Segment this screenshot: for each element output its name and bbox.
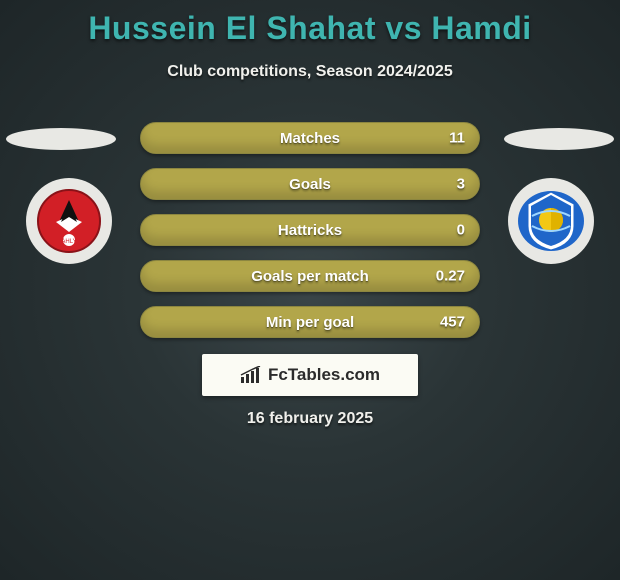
chart-icon (240, 366, 262, 384)
club-badge-right (508, 178, 594, 264)
stat-value: 11 (449, 130, 465, 147)
page-title: Hussein El Shahat vs Hamdi (0, 0, 620, 47)
stat-label: Goals (289, 176, 331, 193)
stat-row: Hattricks 0 (140, 214, 480, 246)
svg-text:AHLY: AHLY (61, 239, 76, 245)
stat-value: 457 (440, 314, 465, 331)
stat-label: Min per goal (266, 314, 354, 331)
stat-label: Hattricks (278, 222, 342, 239)
club-badge-left: AHLY (26, 178, 112, 264)
stat-value: 0 (457, 222, 465, 239)
player-marker-right (504, 128, 614, 150)
date-text: 16 february 2025 (0, 410, 620, 428)
stat-label: Goals per match (251, 268, 369, 285)
al-ahly-crest-icon: AHLY (36, 188, 102, 254)
stats-container: Matches 11 Goals 3 Hattricks 0 Goals per match… (140, 122, 480, 352)
stat-row: Matches 11 (140, 122, 480, 154)
brand-text: FcTables.com (268, 365, 380, 385)
stat-row: Goals 3 (140, 168, 480, 200)
stat-row: Goals per match 0.27 (140, 260, 480, 292)
player-marker-left (6, 128, 116, 150)
ismaily-crest-icon (516, 186, 586, 256)
stat-value: 3 (457, 176, 465, 193)
stat-row: Min per goal 457 (140, 306, 480, 338)
page-subtitle: Club competitions, Season 2024/2025 (0, 63, 620, 81)
stat-label: Matches (280, 130, 340, 147)
brand-badge: FcTables.com (202, 354, 418, 396)
stat-value: 0.27 (436, 268, 465, 285)
